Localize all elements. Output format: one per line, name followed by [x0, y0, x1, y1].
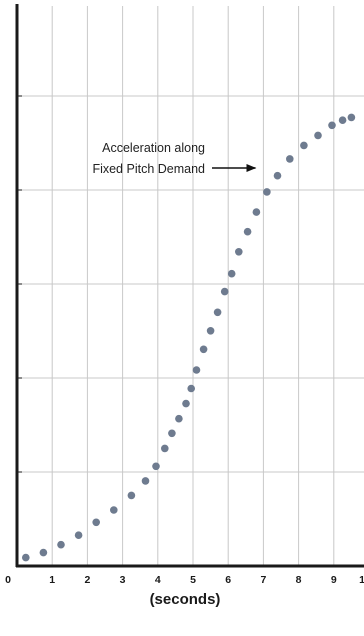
x-tick-label: 2 — [84, 574, 90, 586]
data-point — [110, 506, 118, 514]
data-point — [213, 308, 222, 317]
data-point — [220, 287, 229, 296]
annotation: Acceleration along Fixed Pitch Demand — [92, 141, 257, 176]
data-point — [182, 399, 190, 408]
x-tick-label: 9 — [331, 574, 337, 586]
data-point — [92, 518, 100, 527]
data-point — [141, 477, 150, 485]
data-point — [39, 548, 48, 557]
x-tick-labels: 0 1 2 3 4 5 6 7 8 9 1 — [5, 574, 364, 586]
data-point — [152, 462, 160, 471]
data-point — [347, 113, 356, 122]
axes — [15, 4, 364, 568]
data-point — [328, 121, 336, 130]
annotation-line-1: Acceleration along — [102, 141, 205, 155]
data-point — [57, 540, 65, 549]
data-point — [206, 327, 215, 335]
data-point — [243, 227, 252, 236]
annotation-line-2: Fixed Pitch Demand — [92, 162, 205, 176]
data-point — [127, 491, 136, 500]
data-point — [273, 171, 282, 180]
x-tick-label: 0 — [5, 574, 11, 586]
data-point — [187, 384, 195, 393]
data-point — [263, 188, 271, 196]
data-point — [161, 444, 169, 453]
data-point — [235, 248, 243, 256]
data-point — [199, 345, 208, 354]
data-point — [175, 414, 183, 423]
grid — [17, 6, 364, 566]
data-point — [192, 366, 201, 374]
x-tick-label: 1 — [359, 574, 364, 586]
data-point — [252, 208, 261, 216]
data-point — [286, 155, 294, 163]
data-point — [168, 429, 176, 438]
x-tick-label: 8 — [296, 574, 302, 586]
data-point — [314, 131, 322, 140]
x-tick-label: 1 — [49, 574, 55, 586]
x-tick-label: 6 — [225, 574, 231, 586]
data-points — [22, 113, 356, 562]
data-point — [227, 269, 236, 278]
x-tick-label: 3 — [120, 574, 126, 586]
x-tick-label: 7 — [260, 574, 266, 586]
data-point — [338, 116, 347, 124]
data-point — [74, 531, 83, 539]
x-tick-label: 5 — [190, 574, 196, 586]
data-point — [22, 553, 30, 562]
data-point — [300, 141, 308, 150]
x-tick-label: 4 — [155, 574, 161, 586]
x-axis-label: (seconds) — [150, 591, 221, 608]
